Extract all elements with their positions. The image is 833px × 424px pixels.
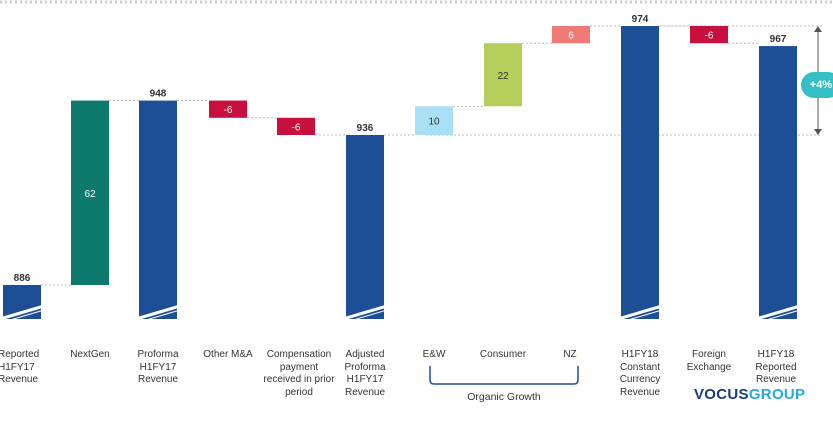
total-label: 948 [150,89,167,100]
axis-break-edge [755,309,801,324]
axis-break-edge [135,309,181,324]
delta-label: 6 [568,31,574,42]
category-label: Proforma H1FY17 Revenue [137,349,179,385]
bar-11 [759,46,797,319]
bar-8 [552,26,590,44]
axis-break [617,304,663,321]
total-label: 886 [14,273,31,284]
axis-break-edge [0,309,45,324]
category-label: Other M&A [203,349,253,360]
delta-label: -6 [705,31,714,42]
category-label: Reported H1FY17 Revenue [0,349,40,385]
category-label: NextGen [70,349,110,360]
total-label: 974 [632,14,649,25]
axis-break [135,304,181,321]
axis-break-edge [342,309,388,324]
bar-5 [346,135,384,319]
axis-break [755,304,801,321]
total-label: 936 [357,123,374,134]
growth-arrow-head-top [814,26,822,32]
group-bracket [429,366,579,385]
growth-arrow-head-bottom [814,129,822,135]
category-label: Consumer [479,349,527,360]
delta-label: -6 [292,122,301,133]
bar-1 [71,100,109,285]
delta-label: 22 [497,71,509,82]
delta-label: -6 [224,105,233,116]
logo-part-1: VOCUS [694,386,749,403]
category-label: H1FY18 Reported Revenue [755,349,797,385]
category-label: Foreign Exchange [686,349,732,373]
growth-badge: +4% [801,72,833,98]
axis-break [342,304,388,321]
vocus-group-logo: VOCUSGROUP [694,386,805,403]
bar-10 [690,26,728,44]
group-label-organic-growth: Organic Growth [467,391,541,403]
delta-label: 62 [84,189,96,200]
category-label: NZ [563,349,577,360]
bar-7 [484,43,522,107]
category-label: H1FY18 Constant Currency Revenue [619,349,661,398]
axis-break-edge [617,309,663,324]
category-label: Adjusted Proforma H1FY17 Revenue [344,349,386,398]
bar-6 [415,106,453,135]
bar-3 [209,100,247,118]
category-label: E&W [422,349,446,360]
axis-break [0,304,45,321]
category-label: Compensation payment received in prior p… [263,349,335,398]
bar-9 [621,26,659,319]
bar-4 [277,117,315,135]
delta-label: 10 [428,117,440,128]
logo-part-2: GROUP [748,386,806,403]
bar-2 [139,100,177,319]
total-label: 967 [770,34,787,45]
